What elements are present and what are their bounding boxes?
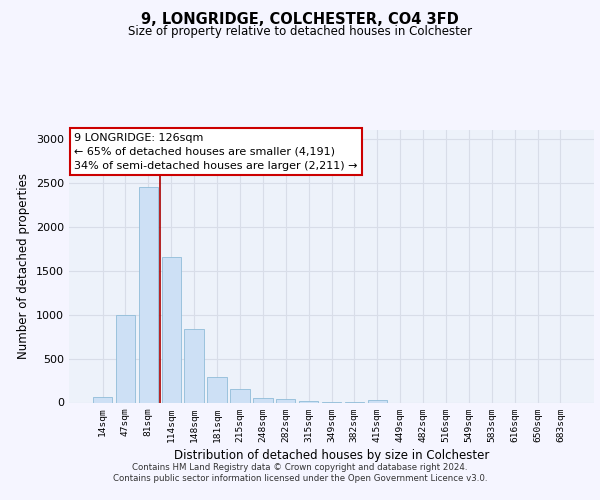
Text: 9 LONGRIDGE: 126sqm
← 65% of detached houses are smaller (4,191)
34% of semi-det: 9 LONGRIDGE: 126sqm ← 65% of detached ho… (74, 132, 358, 170)
Bar (139, 187, 158, 402)
Bar (161, 258, 181, 402)
Bar (253, 398, 272, 402)
Bar (230, 389, 250, 402)
Y-axis label: Number of detached properties: Number of detached properties (17, 174, 31, 359)
Bar (208, 377, 227, 402)
Bar (93, 397, 112, 402)
Text: Contains HM Land Registry data © Crown copyright and database right 2024.: Contains HM Land Registry data © Crown c… (132, 462, 468, 471)
X-axis label: Distribution of detached houses by size in Colchester: Distribution of detached houses by size … (174, 449, 489, 462)
Text: Size of property relative to detached houses in Colchester: Size of property relative to detached ho… (128, 25, 472, 38)
Text: 9, LONGRIDGE, COLCHESTER, CO4 3FD: 9, LONGRIDGE, COLCHESTER, CO4 3FD (141, 12, 459, 28)
Bar (299, 400, 319, 402)
Bar (276, 400, 295, 402)
Bar (368, 400, 387, 402)
Bar (184, 328, 204, 402)
Text: Contains public sector information licensed under the Open Government Licence v3: Contains public sector information licen… (113, 474, 487, 483)
Bar (116, 314, 135, 402)
